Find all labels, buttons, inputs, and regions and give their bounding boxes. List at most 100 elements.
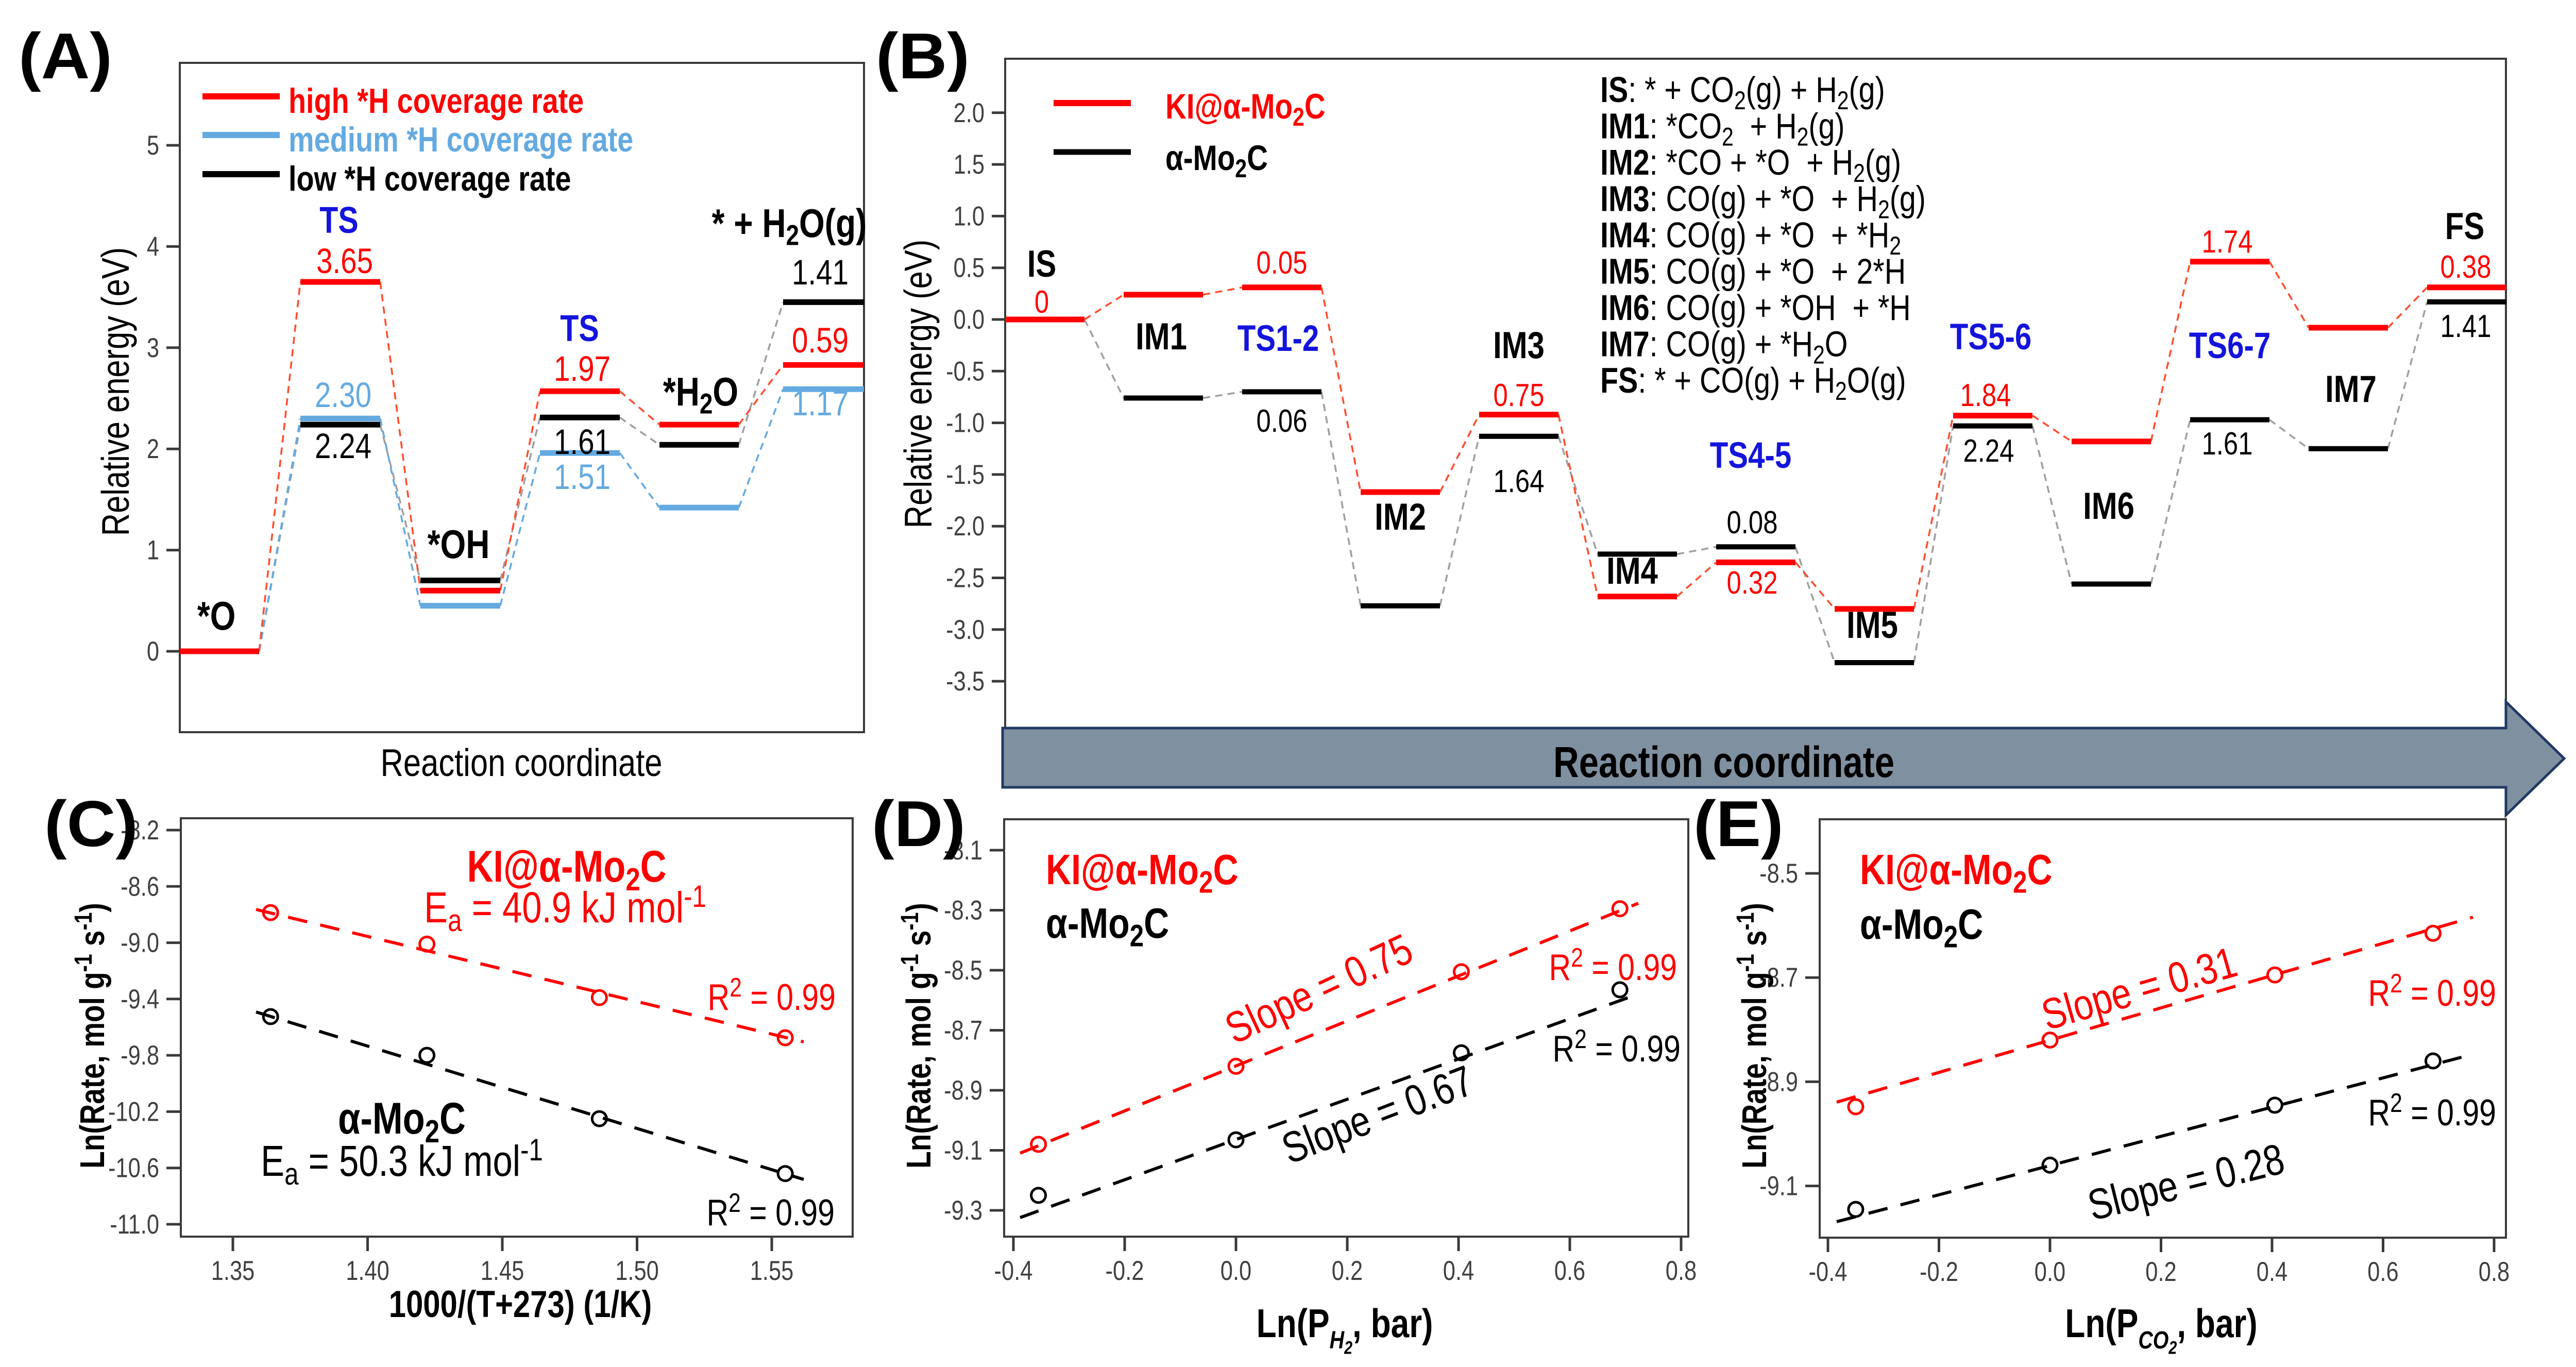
svg-text:IS: * + CO2(g) + H2(g): IS: * + CO2(g) + H2(g)	[1600, 70, 1885, 115]
svg-text:1.64: 1.64	[1494, 464, 1545, 499]
svg-text:1000/(T+273) (1/K): 1000/(T+273) (1/K)	[389, 1284, 652, 1325]
svg-text:1.97: 1.97	[554, 349, 611, 389]
svg-text:1: 1	[147, 535, 159, 566]
svg-text:0.38: 0.38	[2441, 249, 2492, 285]
svg-text:1.84: 1.84	[1960, 378, 2011, 413]
svg-text:IM2: *CO + *O + H2(g): IM2: *CO + *O + H2(g)	[1600, 142, 1901, 188]
svg-text:0.2: 0.2	[1332, 1256, 1363, 1286]
svg-text:0: 0	[147, 636, 159, 667]
svg-text:Ea = 40.9 kJ mol-1: Ea = 40.9 kJ mol-1	[424, 879, 706, 938]
svg-text:-1.5: -1.5	[946, 460, 985, 490]
svg-text:1.41: 1.41	[2441, 309, 2492, 344]
svg-text:1.0: 1.0	[954, 201, 985, 231]
svg-text:Ln(Rate, mol g-1 s-1): Ln(Rate, mol g-1 s-1)	[1732, 903, 1773, 1169]
svg-text:3: 3	[147, 333, 159, 363]
svg-text:TS: TS	[319, 199, 358, 241]
svg-text:-8.9: -8.9	[1759, 1067, 1798, 1097]
svg-text:α-Mo2C: α-Mo2C	[1165, 139, 1268, 183]
svg-text:-9.4: -9.4	[121, 984, 159, 1015]
svg-text:Relative energy (eV): Relative energy (eV)	[896, 240, 940, 529]
svg-text:-9.1: -9.1	[1759, 1171, 1798, 1202]
svg-text:4: 4	[147, 231, 159, 262]
svg-text:1.51: 1.51	[554, 458, 611, 497]
svg-text:*O: *O	[197, 594, 236, 638]
svg-text:Reaction coordinate: Reaction coordinate	[381, 741, 663, 784]
svg-text:0.08: 0.08	[1727, 505, 1778, 541]
svg-text:TS: TS	[560, 307, 599, 349]
svg-text:Ea = 50.3 kJ mol-1: Ea = 50.3 kJ mol-1	[261, 1132, 543, 1191]
svg-text:-1.0: -1.0	[946, 408, 985, 438]
svg-text:-8.5: -8.5	[1759, 858, 1798, 889]
svg-text:0.2: 0.2	[2145, 1257, 2176, 1287]
svg-text:TS1-2: TS1-2	[1238, 317, 1319, 359]
svg-text:medium *H coverage rate: medium *H coverage rate	[289, 121, 633, 159]
svg-text:-0.2: -0.2	[1920, 1257, 1958, 1287]
svg-text:1.35: 1.35	[211, 1256, 255, 1286]
svg-text:R2 = 0.99: R2 = 0.99	[706, 1188, 835, 1233]
svg-text:FS: * + CO(g) + H2O(g): FS: * + CO(g) + H2O(g)	[1600, 360, 1906, 406]
svg-text:IM6: IM6	[2083, 485, 2134, 527]
svg-text:-0.4: -0.4	[1809, 1257, 1848, 1287]
svg-text:(C): (C)	[44, 788, 138, 860]
svg-text:KI@α-Mo2C: KI@α-Mo2C	[467, 841, 666, 898]
svg-text:-9.8: -9.8	[121, 1040, 159, 1071]
svg-text:0.0: 0.0	[1221, 1256, 1251, 1286]
svg-text:-8.3: -8.3	[944, 895, 982, 925]
svg-text:1.61: 1.61	[2202, 426, 2253, 462]
svg-text:-9.0: -9.0	[121, 928, 159, 958]
svg-text:(A): (A)	[19, 20, 112, 92]
svg-text:Ln(PCO2, bar): Ln(PCO2, bar)	[2065, 1301, 2257, 1358]
svg-text:-8.7: -8.7	[944, 1015, 982, 1045]
svg-text:0.4: 0.4	[1443, 1256, 1474, 1286]
svg-text:-8.6: -8.6	[121, 871, 159, 902]
svg-text:-3.0: -3.0	[946, 615, 985, 645]
svg-text:low *H coverage rate: low *H coverage rate	[289, 160, 571, 198]
svg-text:IM6: CO(g) + *OH + *H: IM6: CO(g) + *OH + *H	[1600, 288, 1911, 328]
svg-text:1.5: 1.5	[954, 149, 985, 180]
svg-text:Relative energy (eV): Relative energy (eV)	[94, 247, 137, 536]
svg-text:0.75: 0.75	[1494, 378, 1545, 413]
svg-text:1.17: 1.17	[792, 384, 849, 424]
svg-text:-9.1: -9.1	[944, 1135, 982, 1166]
svg-text:2.24: 2.24	[1963, 433, 2014, 469]
svg-text:-11.0: -11.0	[110, 1209, 159, 1240]
svg-text:KI@α-Mo2C: KI@α-Mo2C	[1046, 846, 1239, 900]
svg-text:5: 5	[147, 130, 159, 161]
svg-text:-2.5: -2.5	[946, 563, 985, 593]
svg-text:(B): (B)	[876, 20, 970, 92]
svg-text:-3.5: -3.5	[946, 666, 985, 697]
svg-text:KI@α-Mo2C: KI@α-Mo2C	[1860, 846, 2053, 900]
svg-text:-9.3: -9.3	[944, 1195, 982, 1226]
svg-text:R2 = 0.99: R2 = 0.99	[2368, 1088, 2496, 1133]
svg-text:R2 = 0.99: R2 = 0.99	[2368, 969, 2496, 1014]
svg-text:(D): (D)	[872, 788, 965, 860]
svg-text:-2.0: -2.0	[946, 511, 985, 542]
svg-text:0.0: 0.0	[2035, 1257, 2065, 1287]
svg-text:2: 2	[147, 434, 159, 464]
svg-text:IM4: IM4	[1606, 550, 1658, 592]
svg-text:KI@α-Mo2C: KI@α-Mo2C	[1165, 87, 1326, 131]
svg-text:2.30: 2.30	[315, 376, 371, 415]
svg-text:(E): (E)	[1693, 788, 1784, 860]
svg-text:TS4-5: TS4-5	[1710, 434, 1791, 476]
svg-text:0.5: 0.5	[954, 253, 985, 283]
svg-text:0.06: 0.06	[1257, 403, 1308, 439]
svg-text:IM1: *CO2 + H2(g): IM1: *CO2 + H2(g)	[1600, 106, 1845, 151]
svg-text:IM5: IM5	[1846, 604, 1898, 646]
svg-text:* + H2O(g): * + H2O(g)	[712, 201, 867, 251]
svg-text:IS: IS	[1027, 243, 1057, 285]
svg-text:IM1: IM1	[1136, 316, 1187, 358]
svg-text:0.05: 0.05	[1257, 245, 1308, 281]
svg-text:-8.9: -8.9	[944, 1075, 982, 1106]
svg-text:1.55: 1.55	[750, 1256, 794, 1286]
svg-text:R2 = 0.99: R2 = 0.99	[1552, 1024, 1681, 1069]
svg-text:1.41: 1.41	[792, 253, 849, 293]
svg-text:high *H coverage rate: high *H coverage rate	[289, 82, 584, 121]
svg-text:R2 = 0.99: R2 = 0.99	[1549, 943, 1677, 988]
svg-text:R2 = 0.99: R2 = 0.99	[707, 973, 836, 1018]
svg-text:FS: FS	[2445, 206, 2484, 247]
svg-text:TS5-6: TS5-6	[1950, 316, 2031, 357]
svg-text:0.4: 0.4	[2257, 1257, 2287, 1287]
svg-text:-8.5: -8.5	[944, 955, 982, 986]
svg-text:IM5: CO(g) + *O + 2*H: IM5: CO(g) + *O + 2*H	[1600, 251, 1906, 292]
